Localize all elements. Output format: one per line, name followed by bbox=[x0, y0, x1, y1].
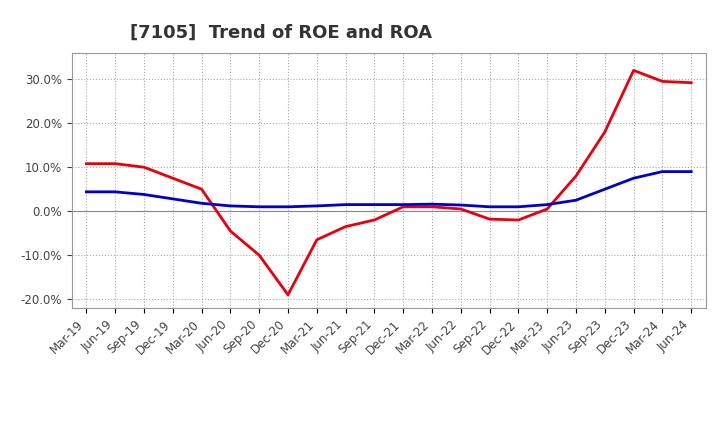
ROA bbox=[514, 204, 523, 209]
ROA bbox=[658, 169, 667, 174]
ROE bbox=[312, 237, 321, 242]
ROA bbox=[197, 201, 206, 206]
ROE bbox=[341, 224, 350, 229]
ROE bbox=[658, 79, 667, 84]
ROA bbox=[82, 189, 91, 194]
ROA bbox=[543, 202, 552, 207]
ROE bbox=[284, 292, 292, 297]
ROE bbox=[600, 129, 609, 135]
Line: ROA: ROA bbox=[86, 172, 691, 207]
ROA bbox=[226, 203, 235, 209]
ROE bbox=[543, 206, 552, 212]
Text: [7105]  Trend of ROE and ROA: [7105] Trend of ROE and ROA bbox=[130, 24, 431, 42]
ROE bbox=[456, 206, 465, 212]
ROE bbox=[197, 187, 206, 192]
ROA bbox=[284, 204, 292, 209]
ROA bbox=[341, 202, 350, 207]
ROA bbox=[111, 189, 120, 194]
ROE bbox=[485, 216, 494, 222]
ROE bbox=[428, 204, 436, 209]
ROE bbox=[168, 176, 177, 181]
Line: ROE: ROE bbox=[86, 70, 691, 295]
ROE bbox=[111, 161, 120, 166]
ROA bbox=[312, 203, 321, 209]
ROE bbox=[687, 80, 696, 85]
ROA bbox=[629, 176, 638, 181]
ROE bbox=[140, 165, 148, 170]
ROE bbox=[514, 217, 523, 223]
ROA bbox=[485, 204, 494, 209]
ROA bbox=[687, 169, 696, 174]
ROA bbox=[399, 202, 408, 207]
ROA bbox=[572, 198, 580, 203]
ROE bbox=[82, 161, 91, 166]
ROE bbox=[370, 217, 379, 223]
ROA bbox=[370, 202, 379, 207]
ROE bbox=[255, 253, 264, 258]
ROA bbox=[140, 192, 148, 197]
ROE bbox=[629, 68, 638, 73]
ROA bbox=[255, 204, 264, 209]
ROE bbox=[572, 173, 580, 179]
ROA bbox=[428, 202, 436, 207]
ROE bbox=[399, 204, 408, 209]
ROA bbox=[456, 202, 465, 208]
ROA bbox=[168, 196, 177, 202]
ROE bbox=[226, 228, 235, 234]
ROA bbox=[600, 187, 609, 192]
